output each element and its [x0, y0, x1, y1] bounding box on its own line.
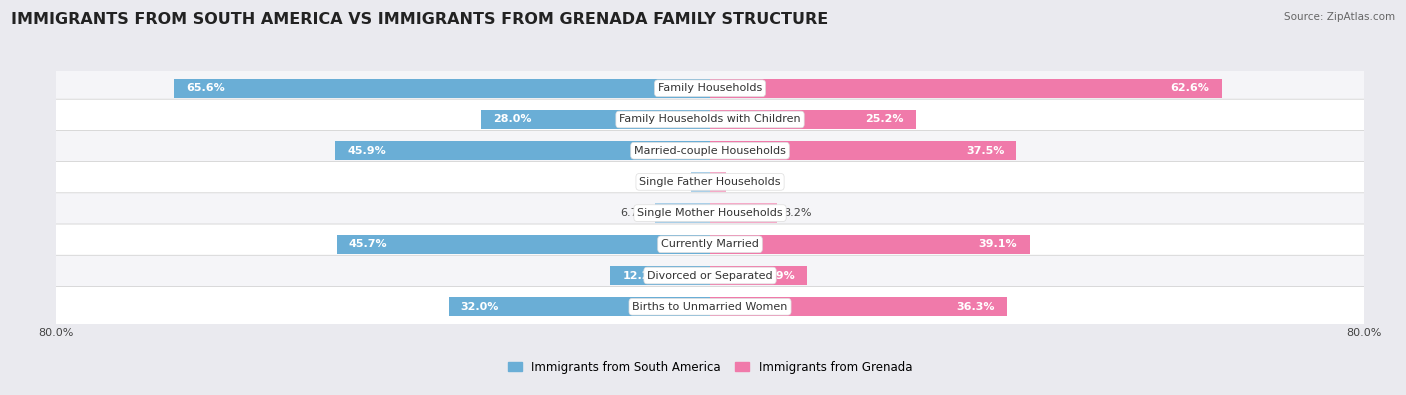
- Text: 45.7%: 45.7%: [349, 239, 388, 249]
- Bar: [174, 79, 710, 98]
- Text: 2.3%: 2.3%: [657, 177, 685, 187]
- Text: Source: ZipAtlas.com: Source: ZipAtlas.com: [1284, 12, 1395, 22]
- Text: 32.0%: 32.0%: [461, 302, 499, 312]
- Text: 37.5%: 37.5%: [966, 146, 1004, 156]
- Legend: Immigrants from South America, Immigrants from Grenada: Immigrants from South America, Immigrant…: [508, 361, 912, 374]
- Text: 25.2%: 25.2%: [865, 115, 904, 124]
- Text: 45.9%: 45.9%: [347, 146, 385, 156]
- Text: 39.1%: 39.1%: [979, 239, 1018, 249]
- FancyBboxPatch shape: [39, 99, 1381, 140]
- FancyBboxPatch shape: [39, 255, 1381, 296]
- FancyBboxPatch shape: [39, 130, 1381, 171]
- Bar: [692, 172, 710, 192]
- Text: 12.2%: 12.2%: [623, 271, 661, 280]
- Bar: [610, 266, 710, 285]
- Bar: [335, 141, 710, 160]
- Text: 65.6%: 65.6%: [186, 83, 225, 93]
- Text: 2.0%: 2.0%: [733, 177, 761, 187]
- Bar: [336, 235, 710, 254]
- Bar: [710, 266, 807, 285]
- Bar: [710, 235, 1029, 254]
- Text: IMMIGRANTS FROM SOUTH AMERICA VS IMMIGRANTS FROM GRENADA FAMILY STRUCTURE: IMMIGRANTS FROM SOUTH AMERICA VS IMMIGRA…: [11, 12, 828, 27]
- Bar: [710, 141, 1017, 160]
- Text: 6.7%: 6.7%: [620, 208, 648, 218]
- FancyBboxPatch shape: [39, 286, 1381, 327]
- Bar: [449, 297, 710, 316]
- Text: Currently Married: Currently Married: [661, 239, 759, 249]
- Bar: [710, 79, 1222, 98]
- FancyBboxPatch shape: [39, 68, 1381, 109]
- Bar: [710, 203, 778, 223]
- Text: 36.3%: 36.3%: [956, 302, 994, 312]
- Text: Divorced or Separated: Divorced or Separated: [647, 271, 773, 280]
- Text: Single Father Households: Single Father Households: [640, 177, 780, 187]
- Bar: [655, 203, 710, 223]
- Text: 62.6%: 62.6%: [1170, 83, 1209, 93]
- Bar: [710, 172, 727, 192]
- FancyBboxPatch shape: [39, 193, 1381, 233]
- Text: Married-couple Households: Married-couple Households: [634, 146, 786, 156]
- Text: 11.9%: 11.9%: [756, 271, 794, 280]
- Text: 28.0%: 28.0%: [494, 115, 531, 124]
- Text: Family Households with Children: Family Households with Children: [619, 115, 801, 124]
- Text: Births to Unmarried Women: Births to Unmarried Women: [633, 302, 787, 312]
- Bar: [481, 110, 710, 129]
- FancyBboxPatch shape: [39, 224, 1381, 265]
- Text: Family Households: Family Households: [658, 83, 762, 93]
- Bar: [710, 297, 1007, 316]
- Bar: [710, 110, 915, 129]
- Text: 8.2%: 8.2%: [783, 208, 813, 218]
- FancyBboxPatch shape: [39, 162, 1381, 202]
- Text: Single Mother Households: Single Mother Households: [637, 208, 783, 218]
